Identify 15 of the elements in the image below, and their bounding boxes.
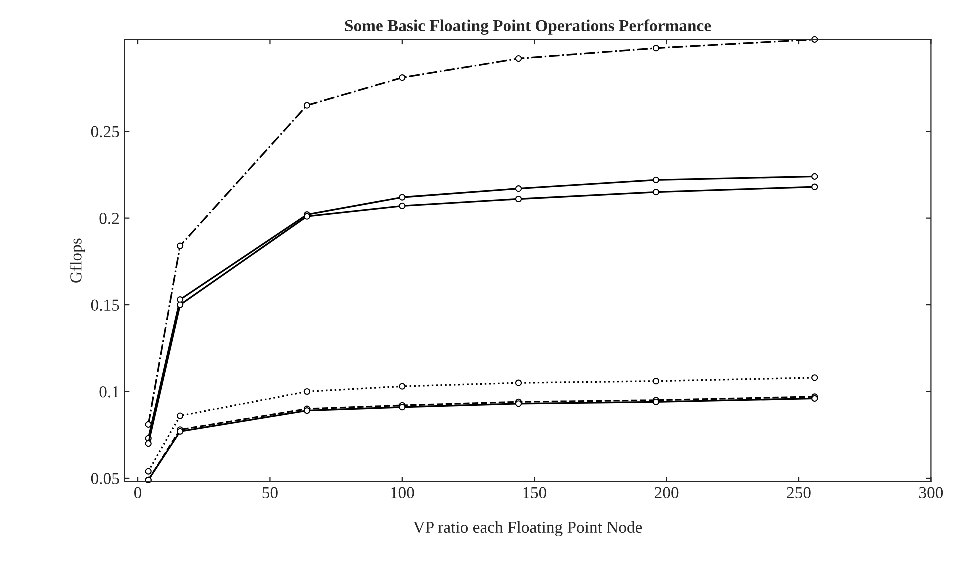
x-tick-label: 200 <box>655 487 679 499</box>
y-tick-label: 0.25 <box>91 126 120 138</box>
x-tick-label: 150 <box>524 487 546 499</box>
x-tick-label: 250 <box>787 487 811 499</box>
y-axis-title: Gflops <box>70 238 86 283</box>
x-tick-label: 50 <box>262 487 278 499</box>
x-tick-label: 100 <box>391 487 414 499</box>
x-tick-label: 300 <box>919 487 944 499</box>
y-tick-label: 0.1 <box>100 386 119 398</box>
chart-title: Some Basic Floating Point Operations Performance <box>345 20 712 36</box>
x-axis-title: VP ratio each Floating Point Node <box>413 521 642 537</box>
y-tick-label: 0.15 <box>91 300 120 312</box>
y-tick-label: 0.2 <box>100 213 120 224</box>
y-tick-label: 0.05 <box>91 473 120 484</box>
x-tick-label: 0 <box>134 487 142 499</box>
